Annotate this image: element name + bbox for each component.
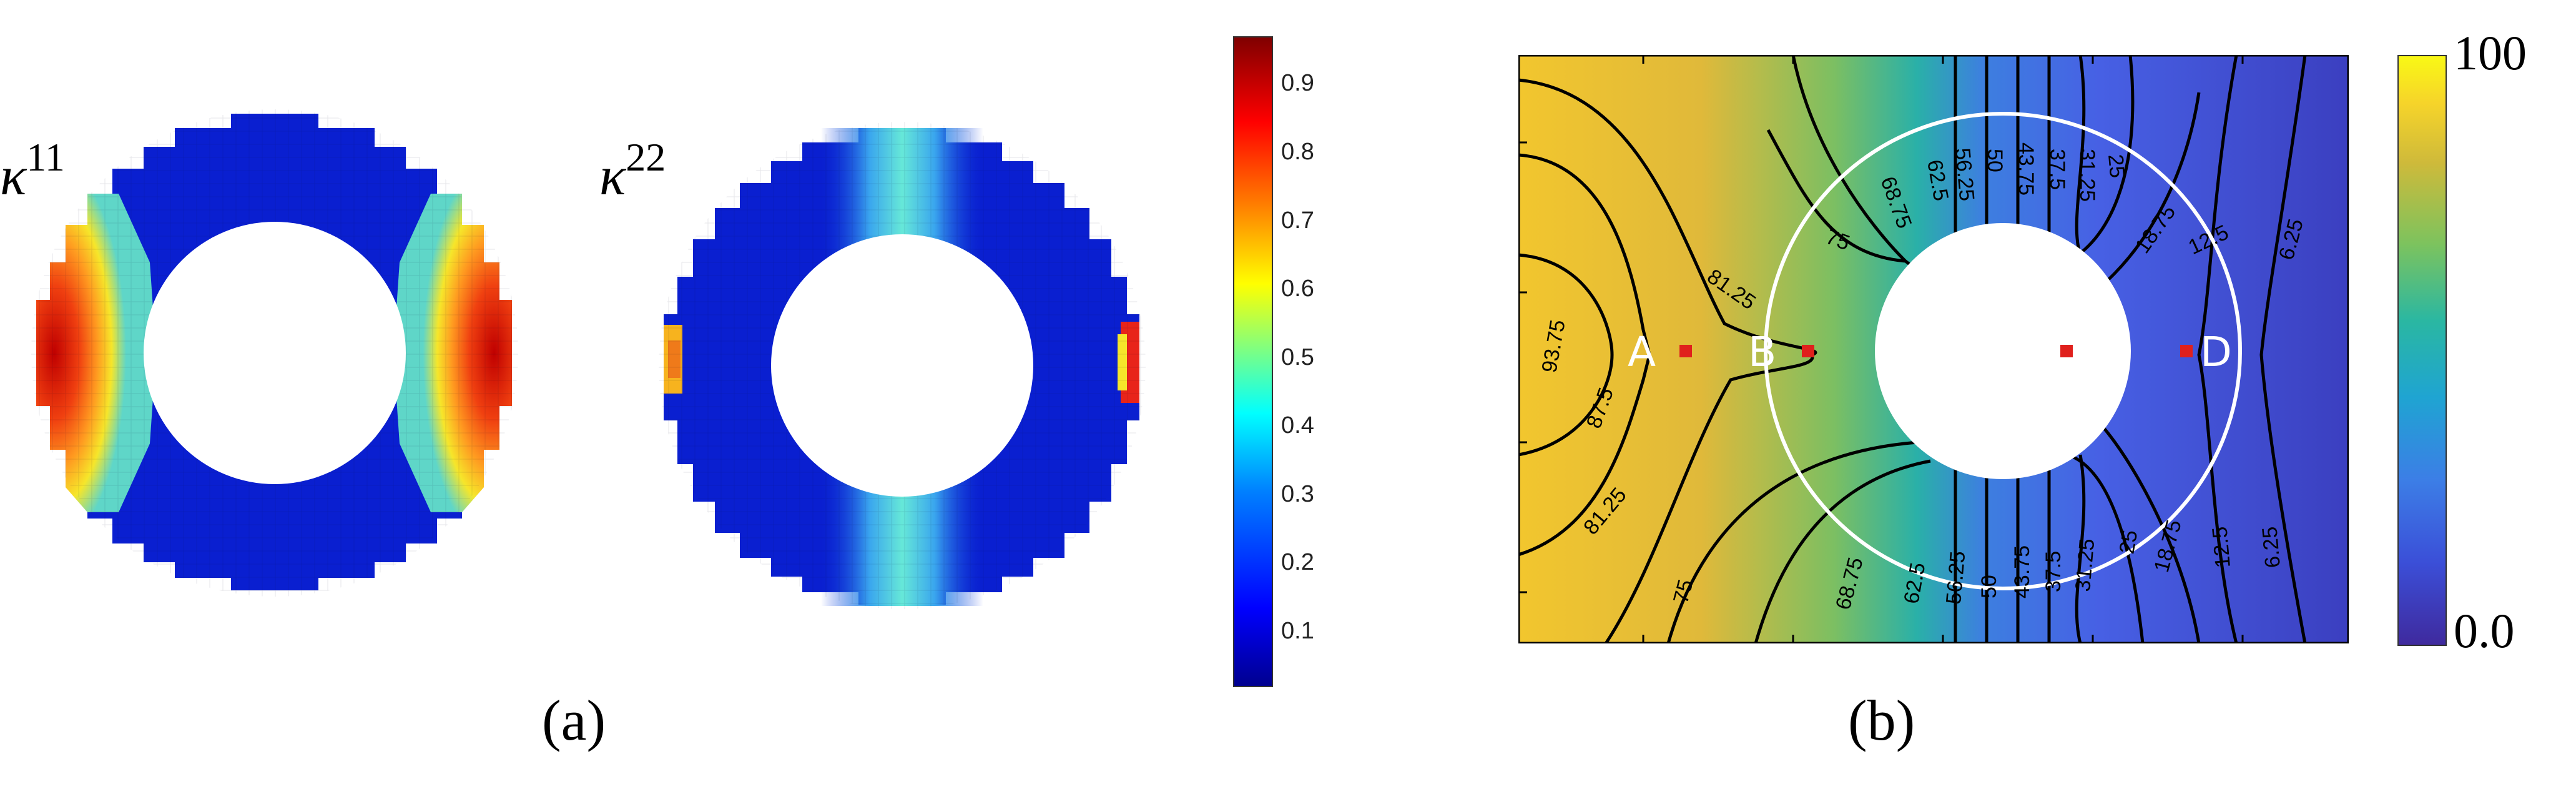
ring-label-sup: 11	[26, 135, 65, 179]
ring-label-kappa22: κ22	[599, 134, 666, 208]
panel-b-contour-plot: 93.75 87.5 81.25 81.25 75 75 68.75 68.75…	[1518, 55, 2349, 643]
contour-label: 43.75	[2010, 545, 2034, 598]
points: A B C D	[1628, 328, 2232, 376]
contour-label: 50	[1983, 149, 2007, 172]
point-c-marker	[2060, 345, 2073, 357]
contour-label: 43.75	[2014, 142, 2038, 196]
colorbar-tick: 0.4	[1281, 412, 1314, 439]
axis-ticks	[1519, 56, 2244, 643]
point-b-marker	[1802, 345, 1814, 357]
contour-label: 56.25	[1942, 550, 1970, 605]
colorbar-a	[1233, 36, 1273, 687]
point-label-b: B	[1748, 328, 1776, 376]
ring-label-kappa11: κ11	[0, 134, 65, 208]
contour-label: 12.5	[2208, 525, 2235, 568]
colorbar-b	[2397, 55, 2447, 646]
colorbar-tick: 0.8	[1281, 139, 1314, 165]
panel-a-figure	[31, 109, 1146, 609]
ring-kappa11	[31, 109, 518, 597]
colorbar-tick: 0.1	[1281, 618, 1314, 644]
contour-label: 25	[2103, 153, 2129, 179]
contour-label: 25	[2115, 529, 2142, 556]
point-label-a: A	[1628, 328, 1656, 376]
colorbar-tick: 0.6	[1281, 275, 1314, 302]
colorbar-tick: 0.5	[1281, 344, 1314, 370]
hole	[1875, 223, 2131, 479]
contour-label: 37.5	[2045, 149, 2069, 190]
ring-label-base: κ	[599, 146, 626, 207]
contour-label: 50	[1977, 575, 2001, 598]
point-a-marker	[1679, 345, 1692, 357]
contour-label: 31.25	[2071, 538, 2099, 593]
colorbar-b-max: 100	[2454, 26, 2527, 80]
contour-label: 31.25	[2075, 149, 2099, 202]
colorbar-tick: 0.7	[1281, 207, 1314, 234]
caption-a: (a)	[542, 688, 606, 752]
point-d-marker	[2180, 345, 2193, 357]
point-label-d: D	[2200, 328, 2232, 376]
ring-kappa22	[659, 122, 1146, 609]
outer-circle	[1764, 112, 2242, 590]
colorbar-tick: 0.3	[1281, 481, 1314, 507]
colorbar-b-min: 0.0	[2454, 603, 2515, 658]
colorbar-tick: 0.2	[1281, 549, 1314, 575]
colorbar-tick: 0.9	[1281, 70, 1314, 96]
ring-label-base: κ	[0, 146, 27, 207]
contour-label: 56.25	[1950, 147, 1979, 202]
caption-b: (b)	[1848, 688, 1915, 752]
contour-label: 6.25	[2258, 525, 2285, 568]
colorbar-a-ticks: 0.9 0.8 0.7 0.6 0.5 0.4 0.3 0.2 0.1	[1281, 0, 1356, 687]
contour-label: 37.5	[2042, 551, 2065, 592]
ring-label-sup: 22	[626, 135, 666, 179]
point-label-c: C	[2077, 328, 2106, 376]
